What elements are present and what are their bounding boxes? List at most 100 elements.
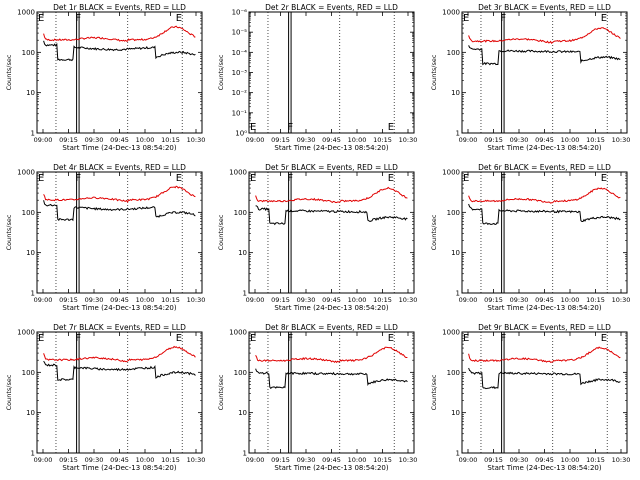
y-tick-label: 10 xyxy=(238,409,247,417)
x-tick-label: 10:00 xyxy=(561,456,580,464)
x-tick-label: 09:30 xyxy=(510,296,529,304)
x-axis-label: Start Time (24-Dec-13 08:54:20) xyxy=(62,464,176,472)
panel-title: Det 5r BLACK = Events, RED = LLD xyxy=(265,163,398,172)
panel-title: Det 7r BLACK = Events, RED = LLD xyxy=(53,323,186,332)
x-tick-label: 09:15 xyxy=(484,456,503,464)
x-tick-label: 10:15 xyxy=(373,456,392,464)
plot-frame xyxy=(36,11,203,134)
event-marker-letter: E xyxy=(176,333,182,344)
x-axis-label: Start Time (24-Dec-13 08:54:20) xyxy=(487,144,601,152)
y-tick-label: 100 xyxy=(447,209,460,217)
panel-det-6r: Det 6r BLACK = Events, RED = LLD 1 10 100 10… xyxy=(430,163,630,312)
series-events-line xyxy=(43,40,196,62)
x-tick-label: 10:30 xyxy=(187,296,206,304)
x-tick-label: 09:15 xyxy=(484,136,503,144)
event-marker-letter: F xyxy=(287,122,293,133)
y-tick-label: 100 xyxy=(447,369,460,377)
y-tick-label: 1 xyxy=(243,450,247,458)
event-marker-letter: E xyxy=(176,173,182,184)
x-tick-label: 09:30 xyxy=(510,456,529,464)
y-tick-label: 10⁻⁵ xyxy=(232,29,248,37)
series-lld-line xyxy=(255,186,408,204)
x-tick-label: 09:30 xyxy=(85,136,104,144)
y-tick-label: 10 xyxy=(26,249,35,257)
x-axis-label: Start Time (24-Dec-13 08:54:20) xyxy=(274,464,388,472)
y-tick-label: 10⁻⁴ xyxy=(232,49,248,57)
x-tick-label: 09:00 xyxy=(459,456,478,464)
x-tick-label: 09:00 xyxy=(246,136,265,144)
x-axis-label: Start Time (24-Dec-13 08:54:20) xyxy=(274,304,388,312)
y-tick-label: 100 xyxy=(22,49,35,57)
y-axis-label: Counts/sec xyxy=(430,54,438,90)
event-marker-letter: E xyxy=(601,13,607,24)
panel-title: Det 8r BLACK = Events, RED = LLD xyxy=(265,323,398,332)
x-tick-label: 10:30 xyxy=(187,456,206,464)
y-tick-label: 10⁻³ xyxy=(232,69,248,77)
y-tick-label: 1 xyxy=(456,450,460,458)
series-lld-line xyxy=(468,346,621,363)
x-axis-label: Start Time (24-Dec-13 08:54:20) xyxy=(274,144,388,152)
plot-frame xyxy=(461,11,628,134)
y-tick-label: 1000 xyxy=(442,9,460,17)
x-tick-label: 10:15 xyxy=(373,296,392,304)
x-tick-label: 10:30 xyxy=(612,456,631,464)
panel-title: Det 1r BLACK = Events, RED = LLD xyxy=(53,3,186,12)
y-tick-label: 1 xyxy=(456,290,460,298)
x-tick-label: 09:30 xyxy=(297,136,316,144)
y-tick-label: 100 xyxy=(447,49,460,57)
y-axis-label: Counts/sec xyxy=(430,214,438,250)
y-tick-label: 1 xyxy=(243,290,247,298)
series-lld-line xyxy=(43,185,196,204)
x-tick-label: 10:00 xyxy=(136,456,155,464)
x-tick-label: 10:00 xyxy=(561,296,580,304)
x-tick-label: 09:15 xyxy=(59,136,78,144)
event-marker-letter: E xyxy=(176,13,182,24)
panel-title: Det 4r BLACK = Events, RED = LLD xyxy=(53,163,186,172)
panel-det-8r: Det 8r BLACK = Events, RED = LLD 1 10 100 10… xyxy=(217,323,417,472)
y-tick-label: 10 xyxy=(238,249,247,257)
x-tick-label: 10:30 xyxy=(399,456,418,464)
x-tick-label: 10:30 xyxy=(187,136,206,144)
plot-frame xyxy=(248,11,415,134)
x-tick-label: 09:45 xyxy=(535,136,554,144)
x-tick-label: 09:00 xyxy=(246,296,265,304)
event-marker-letter: E xyxy=(38,13,44,24)
y-axis-label: Counts/sec xyxy=(5,374,13,410)
x-tick-label: 09:00 xyxy=(34,136,53,144)
event-marker-letter: F xyxy=(287,173,293,184)
x-tick-label: 10:00 xyxy=(561,136,580,144)
x-tick-label: 09:45 xyxy=(322,296,341,304)
panel-title: Det 9r BLACK = Events, RED = LLD xyxy=(478,323,611,332)
y-axis-label: Counts/sec xyxy=(5,214,13,250)
plot-frame xyxy=(36,331,203,454)
series-lld-line xyxy=(468,187,621,204)
x-axis-label: Start Time (24-Dec-13 08:54:20) xyxy=(62,304,176,312)
y-tick-label: 10 xyxy=(26,89,35,97)
y-tick-label: 10 xyxy=(451,89,460,97)
y-tick-label: 100 xyxy=(234,369,247,377)
series-events-line xyxy=(468,367,621,390)
x-tick-label: 10:15 xyxy=(373,136,392,144)
series-lld-line xyxy=(43,25,196,42)
y-tick-label: 1000 xyxy=(17,169,35,177)
x-tick-label: 09:45 xyxy=(110,456,129,464)
x-tick-label: 09:15 xyxy=(271,136,290,144)
event-marker-letter: E xyxy=(463,173,469,184)
y-tick-label: 1000 xyxy=(17,9,35,17)
y-tick-label: 1 xyxy=(31,450,35,458)
panel-det-7r: Det 7r BLACK = Events, RED = LLD 1 10 100 10… xyxy=(5,323,205,472)
x-tick-label: 09:45 xyxy=(322,456,341,464)
x-tick-label: 09:45 xyxy=(322,136,341,144)
y-tick-label: 10⁰ xyxy=(235,130,247,138)
x-tick-label: 09:00 xyxy=(34,456,53,464)
y-tick-label: 10⁻¹ xyxy=(232,109,248,117)
event-marker-letter: E xyxy=(250,173,256,184)
x-tick-label: 10:30 xyxy=(399,136,418,144)
x-tick-label: 10:15 xyxy=(586,456,605,464)
panel-det-9r: Det 9r BLACK = Events, RED = LLD 1 10 100 10… xyxy=(430,323,630,472)
y-tick-label: 1 xyxy=(456,130,460,138)
y-axis-label: Counts/sec xyxy=(217,214,225,250)
y-tick-label: 10⁻⁶ xyxy=(232,9,248,17)
panel-det-2r: Det 2r BLACK = Events, RED = LLD 10⁰ 10⁻¹ 1… xyxy=(217,3,417,152)
event-marker-letter: E xyxy=(463,333,469,344)
